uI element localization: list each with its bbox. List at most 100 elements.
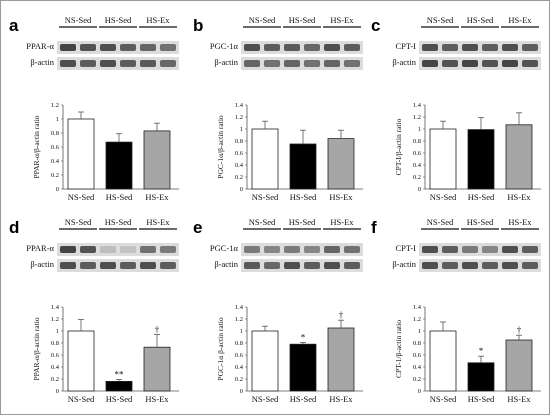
blot-band (304, 60, 320, 67)
blot-label: PGC-1α (210, 243, 239, 253)
blot-band (264, 246, 280, 253)
lane-label: HS-Ex (330, 217, 354, 227)
blot-band (502, 262, 518, 269)
x-tick-label: HS-Ex (507, 192, 531, 202)
bar (251, 330, 279, 392)
y-tick-label: 0.8 (235, 138, 243, 145)
blot-band (324, 246, 340, 253)
bar (467, 362, 495, 392)
blot-band (502, 60, 518, 67)
panel-letter: a (9, 16, 19, 35)
x-tick-label: HS-Sed (290, 192, 317, 202)
y-tick-label: 0.6 (413, 150, 422, 157)
bar (289, 143, 317, 190)
y-tick-label: 0.8 (413, 138, 421, 145)
blot-band (522, 60, 538, 67)
significance-mark: † (517, 325, 522, 335)
panel-svg: a NS-Sed HS-Sed HS-Ex PPAR-α β-actin 0 0.2 0.4 0.… (9, 15, 179, 202)
y-tick-label: 0 (418, 186, 421, 193)
lane-label: HS-Sed (105, 15, 132, 25)
y-tick-label: 1.2 (235, 316, 243, 323)
blot-band (422, 246, 438, 253)
significance-mark: † (155, 325, 160, 335)
bar (467, 129, 495, 190)
blot-band (100, 60, 116, 67)
x-tick-label: NS-Sed (68, 394, 95, 404)
lane-label: HS-Ex (330, 15, 354, 25)
panel-e: e NS-Sed HS-Sed HS-Ex PGC-1α β-actin 0 0.2 0.4 0.… (191, 207, 371, 407)
x-tick-label: HS-Ex (145, 192, 169, 202)
bar (505, 339, 533, 392)
blot-band (60, 44, 76, 51)
blot-band (80, 262, 96, 269)
x-tick-label: NS-Sed (252, 192, 279, 202)
blot-label: β-actin (392, 259, 416, 269)
y-tick-label: 0.4 (51, 158, 60, 165)
y-tick-label: 1.4 (413, 102, 422, 109)
bar (327, 327, 355, 392)
y-tick-label: 1.4 (235, 102, 244, 109)
blot-band (100, 44, 116, 51)
y-tick-label: 0 (240, 388, 243, 395)
y-tick-label: 0 (56, 388, 59, 395)
blot-band (244, 60, 260, 67)
y-tick-label: 1.4 (51, 304, 60, 311)
x-tick-label: NS-Sed (68, 192, 95, 202)
x-tick-label: NS-Sed (430, 192, 457, 202)
blot-band (442, 246, 458, 253)
blot-band (60, 262, 76, 269)
bar (289, 343, 317, 392)
y-tick-label: 0.8 (51, 130, 59, 137)
panel-svg: e NS-Sed HS-Sed HS-Ex PGC-1α β-actin 0 0.2 0.4 0.… (193, 217, 363, 404)
y-axis-label: PGC-1α β-actin ratio (216, 317, 225, 380)
blot-band (160, 60, 176, 67)
blot-band (284, 44, 300, 51)
blot-band (140, 262, 156, 269)
blot-band (264, 60, 280, 67)
lane-label: NS-Sed (65, 217, 92, 227)
blot-band (344, 246, 360, 253)
blot-label: β-actin (30, 259, 54, 269)
significance-mark: * (479, 346, 484, 356)
blot-band (244, 246, 260, 253)
blot-label: PPAR-α (26, 41, 54, 51)
blot-band (462, 246, 478, 253)
panel-f: f NS-Sed HS-Sed HS-Ex CPT-I β-actin 0 0.2 0.4 0.6… (369, 207, 549, 407)
y-tick-label: 0.2 (413, 174, 421, 181)
blot-band (482, 262, 498, 269)
lane-label: NS-Sed (249, 15, 276, 25)
blot-band (304, 262, 320, 269)
blot-band (304, 44, 320, 51)
panel-d: d NS-Sed HS-Sed HS-Ex PPAR-α β-actin 0 0.2 0.4 0.… (7, 207, 187, 407)
y-tick-label: 1 (240, 126, 243, 133)
bar (327, 138, 355, 190)
panel-letter: c (371, 16, 380, 35)
blot-band (140, 44, 156, 51)
x-tick-label: HS-Ex (329, 192, 353, 202)
lane-label: HS-Sed (289, 15, 316, 25)
blot-band (344, 44, 360, 51)
y-tick-label: 0 (418, 388, 421, 395)
blot-band (284, 60, 300, 67)
blot-band (324, 262, 340, 269)
blot-band (80, 246, 96, 253)
blot-band (80, 60, 96, 67)
blot-band (422, 44, 438, 51)
blot-band (140, 60, 156, 67)
y-tick-label: 1.2 (235, 114, 243, 121)
blot-band (522, 246, 538, 253)
blot-label: β-actin (214, 57, 238, 67)
lane-label: HS-Ex (508, 217, 532, 227)
lane-label: NS-Sed (65, 15, 92, 25)
y-tick-label: 1 (56, 116, 59, 123)
y-tick-label: 0.4 (235, 162, 244, 169)
lane-label: HS-Sed (289, 217, 316, 227)
panel-svg: d NS-Sed HS-Sed HS-Ex PPAR-α β-actin 0 0.2 0.4 0.… (9, 217, 179, 404)
blot-band (160, 246, 176, 253)
blot-band (422, 262, 438, 269)
lane-label: NS-Sed (427, 15, 454, 25)
x-tick-label: HS-Sed (468, 192, 495, 202)
blot-band (264, 262, 280, 269)
panel-a: a NS-Sed HS-Sed HS-Ex PPAR-α β-actin 0 0.2 0.4 0.… (7, 5, 187, 205)
